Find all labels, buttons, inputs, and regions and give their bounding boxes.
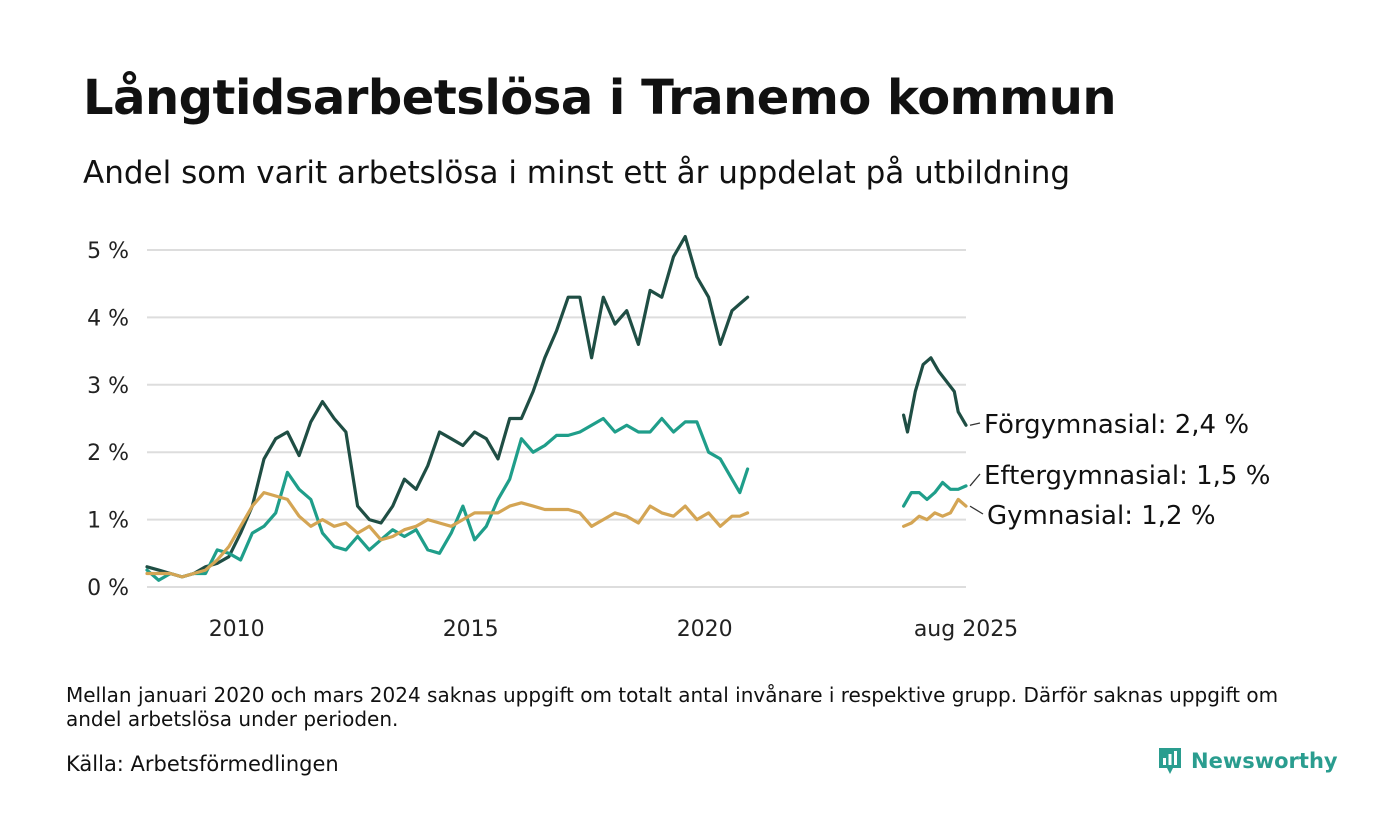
x-tick-label: aug 2025 — [914, 617, 1018, 642]
y-tick-label: 1 % — [87, 509, 129, 534]
series-end-label: Eftergymnasial: 1,5 % — [984, 461, 1270, 491]
series-line-gymnasial — [145, 491, 750, 579]
x-tick-label: 2010 — [209, 617, 265, 642]
series-line-gymnasial — [902, 497, 968, 528]
source-text: Källa: Arbetsförmedlingen — [66, 752, 339, 776]
x-tick-label: 2020 — [677, 617, 733, 642]
footnote: Mellan januari 2020 och mars 2024 saknas… — [66, 683, 1279, 731]
chart-subtitle: Andel som varit arbetslösa i minst ett å… — [83, 155, 1071, 191]
line-chart: 0 %1 %2 %3 %4 %5 % 2010 2015 2020 aug 2025 … — [87, 234, 1270, 642]
newsworthy-logo-text: Newsworthy — [1191, 749, 1338, 773]
series-lines — [145, 234, 968, 582]
y-tick-label: 0 % — [87, 576, 129, 601]
gridlines — [147, 249, 966, 588]
series-line-förgymnasial — [902, 356, 968, 434]
y-tick-label: 4 % — [87, 306, 129, 331]
x-axis-tick-labels: 2010 2015 2020 aug 2025 — [209, 617, 1018, 642]
label-leader-line — [969, 505, 984, 515]
newsworthy-logo[interactable]: Newsworthy — [1157, 746, 1338, 776]
series-line-eftergymnasial — [902, 480, 968, 508]
y-axis-tick-labels: 0 % 1 % 2 % 3 % 4 % 5 % — [87, 239, 129, 601]
series-end-labels: Förgymnasial: 2,4 % Eftergymnasial: 1,5 %… — [969, 410, 1270, 531]
chart-title: Långtidsarbetslösa i Tranemo kommun — [83, 70, 1117, 126]
newsworthy-logo-icon — [1159, 748, 1181, 774]
y-tick-label: 3 % — [87, 374, 129, 399]
label-leader-line — [969, 422, 981, 426]
y-tick-label: 2 % — [87, 441, 129, 466]
series-line-eftergymnasial — [145, 416, 750, 582]
label-leader-line — [969, 473, 981, 487]
x-tick-label: 2015 — [443, 617, 499, 642]
y-tick-label: 5 % — [87, 239, 129, 264]
series-end-label: Förgymnasial: 2,4 % — [984, 410, 1249, 440]
series-end-label: Gymnasial: 1,2 % — [987, 501, 1216, 531]
